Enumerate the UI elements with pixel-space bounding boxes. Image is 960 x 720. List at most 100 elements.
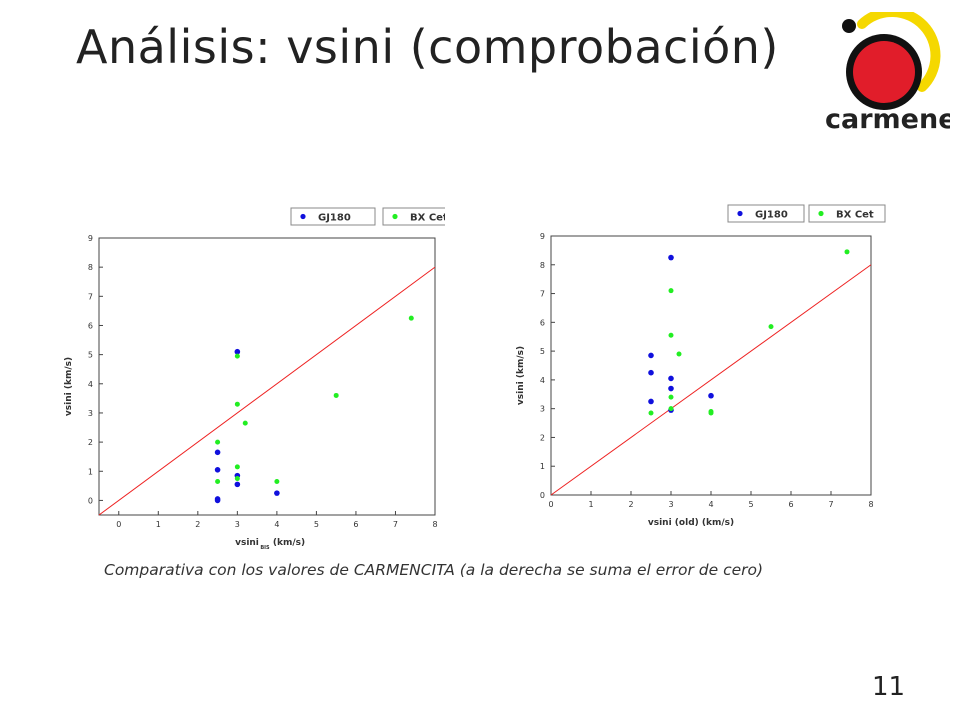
logo-yellow-arc (857, 7, 941, 92)
right-xlabel: vsini (old) (km/s) (648, 518, 734, 528)
right-point-bxcet-0 (844, 249, 850, 255)
logo-red-disc (853, 41, 915, 103)
right-legend-box-0 (727, 204, 805, 223)
right-point-bxcet-5 (668, 394, 674, 400)
logo-text: carmenes (825, 104, 950, 135)
right-point-bxcet-9 (708, 410, 714, 416)
right-point-bxcet-7 (668, 406, 674, 412)
left-point-bxcet-3 (234, 401, 240, 407)
left-point-gj180-0 (234, 348, 241, 355)
left-ytick-label-6: 6 (88, 321, 93, 330)
left-legend-label-1: BX Cet (410, 213, 445, 224)
right-xtick-label-0: 0 (548, 500, 553, 509)
page-number: 11 (872, 672, 906, 702)
chart-left: GJ180 BX Cet 0 1 2 3 4 5 6 7 8 0 1 2 3 4 5 6 7 8 9 vsini BIS (k… (45, 200, 468, 551)
left-point-bxcet-7 (234, 476, 240, 482)
left-ytick-label-2: 2 (88, 438, 93, 447)
slide-caption: Comparativa con los valores de CARMENCIT… (104, 561, 764, 579)
right-xtick-label-7: 7 (828, 500, 833, 509)
left-point-gj180-2 (214, 467, 221, 473)
left-point-bxcet-8 (215, 478, 221, 484)
left-ytick-label-0: 0 (88, 496, 93, 505)
left-xtick-label-2: 2 (195, 520, 200, 529)
chart-left-svg: GJ180 BX Cet 0 1 2 3 4 5 6 7 8 0 1 2 3 4 5 6 7 8 9 vsini BIS (k… (64, 207, 468, 551)
right-xtick-label-4: 4 (708, 500, 713, 509)
left-point-bxcet-0 (408, 315, 414, 321)
right-point-bxcet-2 (668, 332, 674, 338)
right-ytick-label-9: 9 (540, 232, 545, 241)
left-xtick-label-3: 3 (235, 520, 240, 529)
right-ytick-label-5: 5 (540, 347, 545, 356)
left-reference-line (98, 266, 436, 516)
right-point-gj180-5 (648, 398, 654, 405)
right-legend-box-1 (808, 204, 886, 223)
right-ytick-label-4: 4 (540, 376, 545, 385)
right-ytick-label-1: 1 (540, 462, 545, 471)
carmenes-logo-graphic: carmenes (825, 7, 960, 135)
left-ytick-label-5: 5 (88, 351, 93, 360)
right-point-bxcet-1 (668, 288, 674, 294)
left-xtick-label-0: 0 (116, 520, 121, 529)
left-ytick-label-9: 9 (88, 234, 93, 243)
logo-black-dot (842, 19, 856, 33)
left-point-bxcet-6 (234, 464, 240, 470)
right-legend-label-1: BX Cet (836, 210, 874, 221)
left-ytick-label-8: 8 (88, 263, 93, 272)
left-legend-marker-0 (300, 213, 306, 220)
left-ytick-label-3: 3 (88, 409, 93, 418)
right-point-gj180-1 (648, 352, 654, 359)
slide-title: Análisis: vsini (comprobación) (76, 20, 779, 74)
left-ytick-label-4: 4 (88, 380, 93, 389)
right-point-gj180-4 (668, 385, 674, 392)
right-ytick-label-6: 6 (540, 318, 545, 327)
right-reference-line (550, 264, 872, 496)
left-xtick-label-5: 5 (314, 520, 319, 529)
left-xtick-label-6: 6 (353, 520, 358, 529)
right-point-gj180-6 (708, 392, 714, 399)
left-point-bxcet-9 (274, 478, 280, 484)
left-point-gj180-4 (234, 481, 241, 488)
left-plot-frame (98, 237, 436, 516)
left-xlabel-sub: BIS (260, 545, 270, 550)
carmenes-logo: carmenes (822, 7, 960, 137)
left-point-gj180-6 (214, 497, 221, 504)
left-ylabel: vsini (km/s) (64, 357, 74, 416)
right-xtick-label-3: 3 (668, 500, 673, 509)
left-ytick-label-7: 7 (88, 292, 93, 301)
right-ylabel: vsini (km/s) (516, 346, 526, 405)
chart-right: GJ180 BX Cet 0 1 2 3 4 5 6 7 8 0 1 2 3 4 5 6 7 8 9 vsini (old… (505, 195, 890, 540)
right-legend-label-0: GJ180 (755, 210, 788, 221)
right-ytick-label-8: 8 (540, 261, 545, 270)
left-xlabel: vsini (235, 538, 259, 548)
right-point-bxcet-6 (648, 410, 654, 416)
right-point-bxcet-4 (676, 351, 682, 357)
right-point-gj180-0 (668, 254, 674, 261)
left-point-bxcet-4 (242, 420, 248, 426)
left-xlabel-unit: (km/s) (273, 538, 305, 548)
right-ytick-label-3: 3 (540, 405, 545, 414)
left-legend-marker-1 (392, 213, 398, 220)
right-plot-frame (550, 235, 872, 496)
right-xtick-label-6: 6 (788, 500, 793, 509)
left-legend-label-0: GJ180 (318, 213, 351, 224)
left-point-gj180-7 (274, 490, 280, 496)
chart-right-svg: GJ180 BX Cet 0 1 2 3 4 5 6 7 8 0 1 2 3 4 5 6 7 8 9 vsini (old… (516, 204, 886, 528)
left-point-bxcet-2 (234, 353, 240, 359)
right-point-gj180-3 (668, 375, 674, 382)
right-xtick-label-8: 8 (868, 500, 873, 509)
right-xtick-label-5: 5 (748, 500, 753, 509)
left-point-bxcet-5 (215, 439, 221, 445)
left-point-gj180-1 (214, 449, 221, 456)
left-xtick-label-1: 1 (156, 520, 161, 529)
right-ytick-label-0: 0 (540, 491, 545, 500)
left-point-bxcet-1 (333, 392, 339, 398)
right-xtick-label-2: 2 (628, 500, 633, 509)
right-ytick-label-2: 2 (540, 433, 545, 442)
left-ytick-label-1: 1 (88, 467, 93, 476)
right-point-gj180-2 (648, 369, 654, 376)
right-xtick-label-1: 1 (588, 500, 593, 509)
left-xtick-label-7: 7 (393, 520, 398, 529)
left-legend-box-0 (290, 207, 376, 226)
right-ytick-label-7: 7 (540, 290, 545, 299)
left-xtick-label-8: 8 (432, 520, 437, 529)
